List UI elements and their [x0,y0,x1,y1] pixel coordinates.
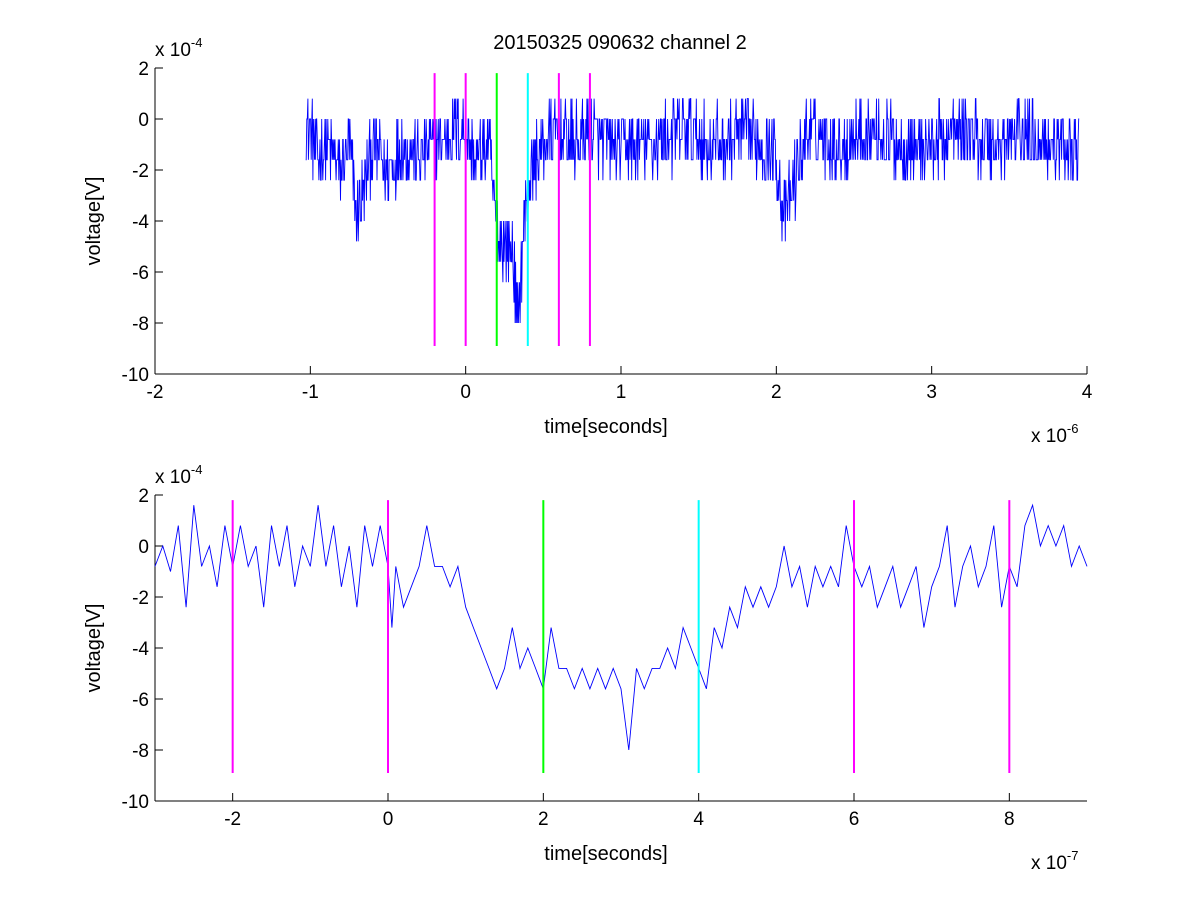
x-tick-label: 2 [538,809,549,830]
y-tick-label: -10 [122,792,149,813]
x-exponent-label: x 10-7 [1031,848,1078,874]
x-axis-label: time[seconds] [544,843,667,865]
y-tick-label: 0 [138,537,149,558]
x-tick-label: 6 [849,809,860,830]
x-tick-label: 3 [926,382,937,403]
top-plot: -10-8-6-4-202-2 -1 0 1 2 3 4time[seconds]volta… [83,35,1093,447]
data-series-line [305,98,1080,324]
x-tick-label: -2 [224,809,241,830]
x-tick-label: -1 [302,382,319,403]
y-tick-label: -6 [132,263,149,284]
y-tick-label: 2 [138,59,149,80]
y-tick-label: -4 [132,212,149,233]
x-tick-label: 4 [693,809,704,830]
y-tick-label: -10 [122,365,149,386]
bottom-plot: -10 -8 -6 -4 -2 0 2 -2 0 2 4 6 8 time[seconds] voltage… [83,462,1088,874]
figure-title: 20150325 090632 channel 2 [493,32,747,54]
x-tick-label: 2 [771,382,782,403]
y-exponent-label: x 10-4 [155,462,202,488]
x-tick-label: -2 [147,382,164,403]
y-tick-label: 0 [138,110,149,131]
y-tick-label: -8 [132,314,149,335]
y-tick-label: -4 [132,639,149,660]
y-tick-label: 2 [138,486,149,507]
y-axis-label: voltage[V] [83,177,105,266]
y-tick-label: -2 [132,161,149,182]
x-tick-label: 1 [616,382,627,403]
x-exponent-label: x 10-6 [1031,421,1078,447]
x-tick-label: 4 [1082,382,1093,403]
y-tick-label: -6 [132,690,149,711]
y-axis-label: voltage[V] [83,604,105,693]
x-tick-label: 0 [383,809,394,830]
x-tick-label: 8 [1004,809,1015,830]
x-tick-label: 0 [460,382,471,403]
data-series-line [154,503,1088,751]
y-tick-label: -2 [132,588,149,609]
y-tick-label: -8 [132,741,149,762]
x-axis-label: time[seconds] [544,416,667,438]
y-exponent-label: x 10-4 [155,35,202,61]
